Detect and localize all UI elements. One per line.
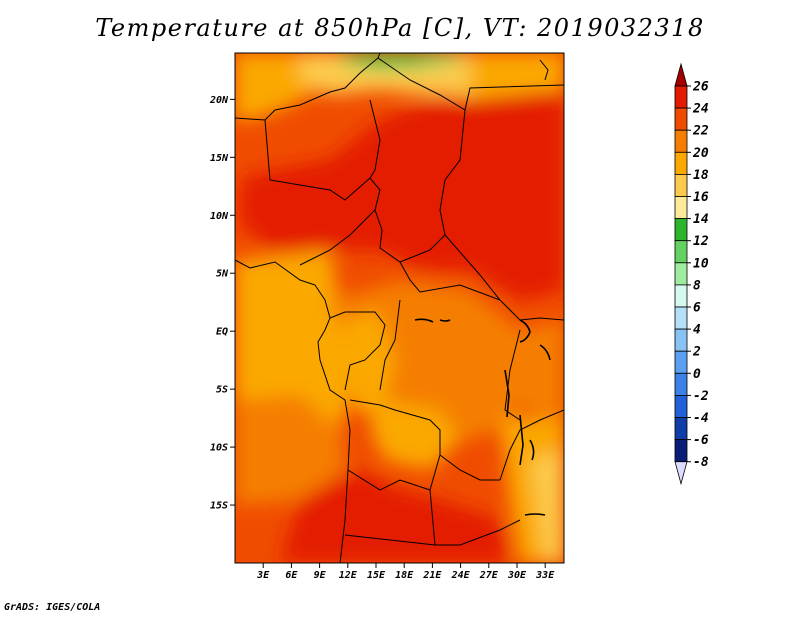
colorbar-swatch <box>674 107 688 131</box>
colorbar-label: 24 <box>692 102 709 117</box>
lat-tick-label: 10N <box>210 211 229 222</box>
colorbar-swatch <box>674 240 688 264</box>
colorbar-label: -2 <box>693 389 709 404</box>
colorbar-label: 16 <box>693 190 709 205</box>
lon-tick-label: 24E <box>451 570 471 581</box>
lon-tick-label: 9E <box>314 570 327 581</box>
colorbar-swatch <box>674 417 688 441</box>
colorbar-swatch <box>674 394 688 418</box>
lon-tick-label: 6E <box>285 570 298 581</box>
colorbar-label: 0 <box>693 367 701 382</box>
colorbar-swatch <box>674 284 688 308</box>
colorbar-swatch <box>674 306 688 330</box>
colorbar-swatch <box>674 196 688 220</box>
colorbar-swatch <box>674 439 688 463</box>
colorbar-swatch <box>674 218 688 242</box>
colorbar-swatch <box>674 129 688 153</box>
lat-tick-label: 15S <box>210 501 228 512</box>
lat-tick-label: 5N <box>216 269 229 280</box>
colorbar-label: 14 <box>693 212 709 227</box>
lon-tick-label: 21E <box>422 570 442 581</box>
lat-tick-label: EQ <box>216 327 228 338</box>
country-borders <box>235 53 564 563</box>
colorbar-label: 10 <box>693 256 709 271</box>
colorbar-label: 2 <box>692 345 701 360</box>
lat-tick-label: 15N <box>210 153 229 164</box>
colorbar-swatch <box>674 173 688 197</box>
colorbar-label: 6 <box>693 301 701 316</box>
colorbar-swatch <box>674 350 688 374</box>
lakes <box>414 318 551 516</box>
colorbar-swatch <box>674 328 688 352</box>
colorbar-swatch <box>674 151 688 175</box>
colorbar-label: 26 <box>692 80 709 95</box>
lon-tick-label: 18E <box>395 570 414 581</box>
lon-tick-label: 30E <box>507 570 527 581</box>
map-title: Temperature at 850hPa [C], VT: 201903231… <box>95 14 705 42</box>
colorbar-swatch <box>674 85 688 109</box>
colorbar-swatch <box>674 262 688 286</box>
colorbar-overflow-triangle <box>674 62 688 87</box>
lon-tick-label: 3E <box>256 570 270 581</box>
lon-tick-label: 33E <box>535 570 555 581</box>
colorbar-swatch <box>674 372 688 396</box>
colorbar-label: 12 <box>693 234 709 249</box>
lat-tick-label: 5S <box>216 385 228 396</box>
colorbar-label: -8 <box>693 455 709 470</box>
lon-tick-label: 27E <box>479 570 499 581</box>
colorbar-label: -4 <box>693 411 709 426</box>
colorbar-underflow-triangle <box>674 461 688 486</box>
lon-tick-label: 12E <box>339 570 358 581</box>
colorbar-label: 22 <box>692 124 709 139</box>
colorbar-label: 18 <box>693 168 709 183</box>
colorbar-label: 8 <box>693 278 701 293</box>
lat-tick-label: 10S <box>210 443 228 454</box>
colorbar-label: 4 <box>693 323 701 338</box>
grads-credit: GrADS: IGES/COLA <box>4 602 101 613</box>
latitude-axis: 20N 15N 10N 5N EQ 5S 10S 15S <box>209 95 235 512</box>
map-frame <box>234 52 565 564</box>
colorbar-label: -6 <box>693 433 709 448</box>
longitude-axis: 3E 6E 9E 12E 15E 18E 21E 24E 27E 30E 33E <box>256 563 555 581</box>
lon-tick-label: 15E <box>367 570 386 581</box>
colorbar-label: 20 <box>692 146 709 161</box>
lat-tick-label: 20N <box>209 95 229 106</box>
